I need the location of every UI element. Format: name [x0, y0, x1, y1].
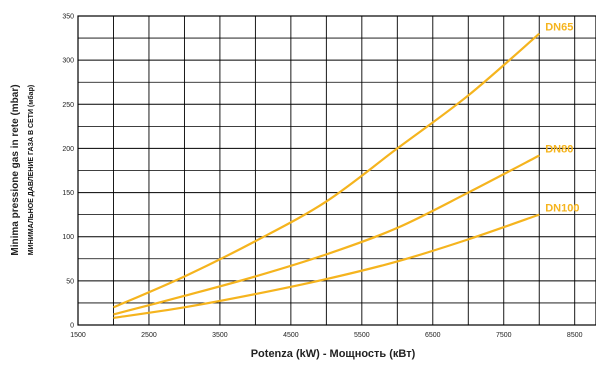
y-tick-label: 150: [62, 190, 74, 197]
x-tick-label: 7500: [496, 332, 512, 339]
series-label-dn80: DN80: [545, 143, 573, 155]
x-tick-label: 6500: [425, 332, 441, 339]
series-line-dn80: [113, 154, 540, 316]
y-tick-label: 0: [70, 323, 74, 330]
x-axis-title: Potenza (kW) - Мощность (кВт): [251, 348, 416, 360]
y-tick-label: 250: [62, 102, 74, 109]
series-line-dn65: [113, 32, 540, 309]
series-lines: [113, 32, 540, 320]
y-tick-label: 350: [62, 14, 74, 21]
plot-frame: [77, 15, 596, 326]
series-label-dn65: DN65: [545, 22, 573, 34]
y-axis-title: Minima pressione gas in rete (mbar): [10, 84, 21, 255]
y-tick-label: 100: [62, 234, 74, 241]
series-labels: DN65 DN80 DN100: [545, 22, 579, 215]
grid: [77, 15, 596, 326]
series-label-dn100: DN100: [545, 203, 579, 215]
x-tick-label: 5500: [354, 332, 370, 339]
y-axis-title-secondary: МИНИМАЛЬНОЕ ДАВЛЕНИЕ ГАЗА В СЕТИ (мбар): [27, 85, 35, 255]
y-tick-label: 300: [62, 58, 74, 65]
tick-labels: 0 50 100 150 200 250 300 350 1500 2500 3500 4500 550…: [62, 14, 582, 340]
x-tick-label: 1500: [70, 332, 86, 339]
y-tick-label: 50: [66, 278, 74, 285]
y-tick-label: 200: [62, 146, 74, 153]
x-tick-label: 3500: [212, 332, 228, 339]
x-tick-label: 8500: [567, 332, 583, 339]
x-tick-label: 2500: [141, 332, 157, 339]
x-tick-label: 4500: [283, 332, 299, 339]
series-line-dn100: [113, 213, 540, 320]
